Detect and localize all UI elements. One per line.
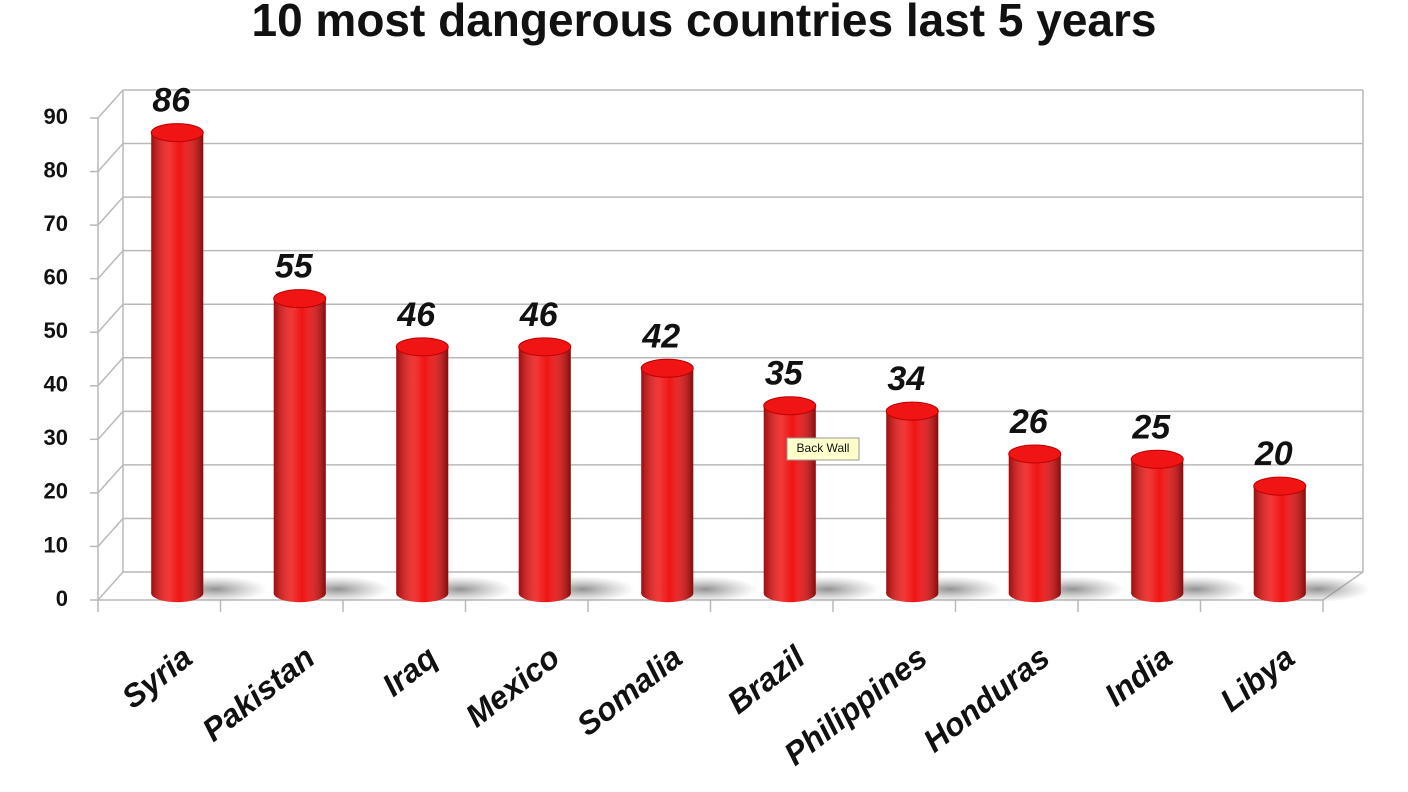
bar-shading xyxy=(1253,486,1306,594)
y-tick-label: 60 xyxy=(44,264,68,289)
y-tick-label: 70 xyxy=(44,211,68,236)
bar-top xyxy=(640,358,694,378)
tooltip: Back Wall xyxy=(786,437,860,461)
x-tick-label: Honduras xyxy=(916,639,1056,759)
bar-shading xyxy=(1131,459,1184,594)
bar-bottom-shading xyxy=(273,584,326,603)
bar-bottom-shading xyxy=(151,584,204,603)
y-tick-label: 20 xyxy=(44,479,68,504)
y-tick-label: 10 xyxy=(44,532,68,557)
bar-top xyxy=(1008,444,1062,464)
grid-line-side xyxy=(97,303,124,333)
x-tick-label: Pakistan xyxy=(195,639,321,748)
data-label: 55 xyxy=(275,248,314,286)
grid-line-side xyxy=(97,89,124,119)
y-tick-label: 40 xyxy=(44,372,68,397)
bar-bottom-shading xyxy=(396,584,449,603)
grid-line-side xyxy=(97,571,124,601)
x-tick-label: Iraq xyxy=(375,639,443,704)
bar-bottom-shading xyxy=(641,584,694,603)
data-label: 34 xyxy=(887,360,925,398)
bar-shading xyxy=(273,298,326,594)
grid-line-side xyxy=(97,410,124,440)
grid-line-side xyxy=(97,464,124,494)
y-tick-label: 0 xyxy=(56,586,68,611)
tooltip-box xyxy=(786,437,860,461)
grid-line-side xyxy=(97,517,124,547)
plot: 86 Syria 55 Pakistan 46 Iraq 46 Mexico 42 Somalia… xyxy=(115,82,1370,772)
x-tick-label: Syria xyxy=(115,639,199,716)
y-tick-label: 30 xyxy=(44,425,68,450)
bar-shading xyxy=(1008,453,1061,594)
bar-bottom-shading xyxy=(518,584,571,603)
bar-top xyxy=(763,396,817,416)
data-label: 42 xyxy=(641,317,680,355)
bar-shading xyxy=(886,411,939,594)
x-tick-label: Libya xyxy=(1213,639,1301,719)
bar-top xyxy=(1253,476,1307,496)
bar-shading xyxy=(151,132,204,594)
data-label: 46 xyxy=(519,296,559,334)
bar-bottom-shading xyxy=(763,584,816,603)
bar-bottom-shading xyxy=(1131,584,1184,603)
data-label: 26 xyxy=(1009,403,1049,441)
data-label: 46 xyxy=(396,296,436,334)
grid-line-side xyxy=(97,250,124,280)
bar-top xyxy=(885,401,939,421)
y-tick-label: 50 xyxy=(44,318,68,343)
x-tick-label: India xyxy=(1098,639,1179,713)
bar-bottom-shading xyxy=(886,584,939,603)
bar-top xyxy=(273,289,327,309)
data-label: 35 xyxy=(765,355,804,393)
bar-shading xyxy=(396,346,449,594)
bar-bottom-shading xyxy=(1008,584,1061,603)
x-tick-label: Mexico xyxy=(459,639,567,734)
grid-line-side xyxy=(97,196,124,226)
x-tick-label: Somalia xyxy=(570,639,689,743)
y-tick-label: 90 xyxy=(44,104,68,129)
grid-line-side xyxy=(97,357,124,387)
grid-line-side xyxy=(97,143,124,173)
data-label: 86 xyxy=(152,82,191,120)
bar-top xyxy=(1130,449,1184,469)
bar-top xyxy=(395,337,449,357)
tooltip-text: Back Wall xyxy=(797,441,850,455)
bar-top xyxy=(150,123,204,143)
bar-top xyxy=(518,337,572,357)
bar-shading xyxy=(641,368,694,594)
data-label: 25 xyxy=(1131,408,1171,446)
bar-shading xyxy=(518,346,571,594)
bar-bottom-shading xyxy=(1253,584,1306,603)
bar-shading xyxy=(763,405,816,594)
chart-title: 10 most dangerous countries last 5 years xyxy=(251,0,1156,46)
x-tick-label: Brazil xyxy=(720,638,812,721)
y-tick-label: 80 xyxy=(44,157,68,182)
data-label: 20 xyxy=(1254,435,1293,473)
